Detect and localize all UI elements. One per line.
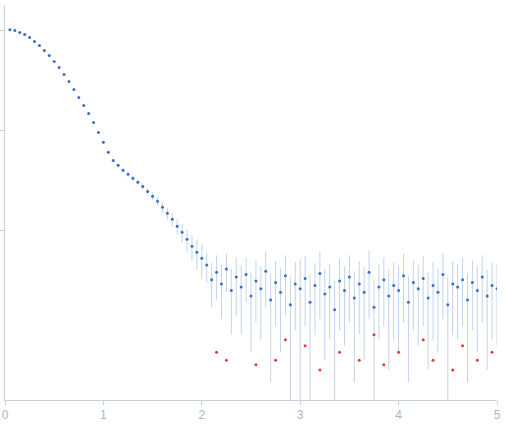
svg-text:1: 1: [100, 408, 107, 422]
svg-text:5: 5: [494, 408, 501, 422]
svg-text:4: 4: [395, 408, 402, 422]
svg-text:3: 3: [297, 408, 304, 422]
svg-text:0: 0: [2, 408, 9, 422]
svg-text:2: 2: [198, 408, 205, 422]
